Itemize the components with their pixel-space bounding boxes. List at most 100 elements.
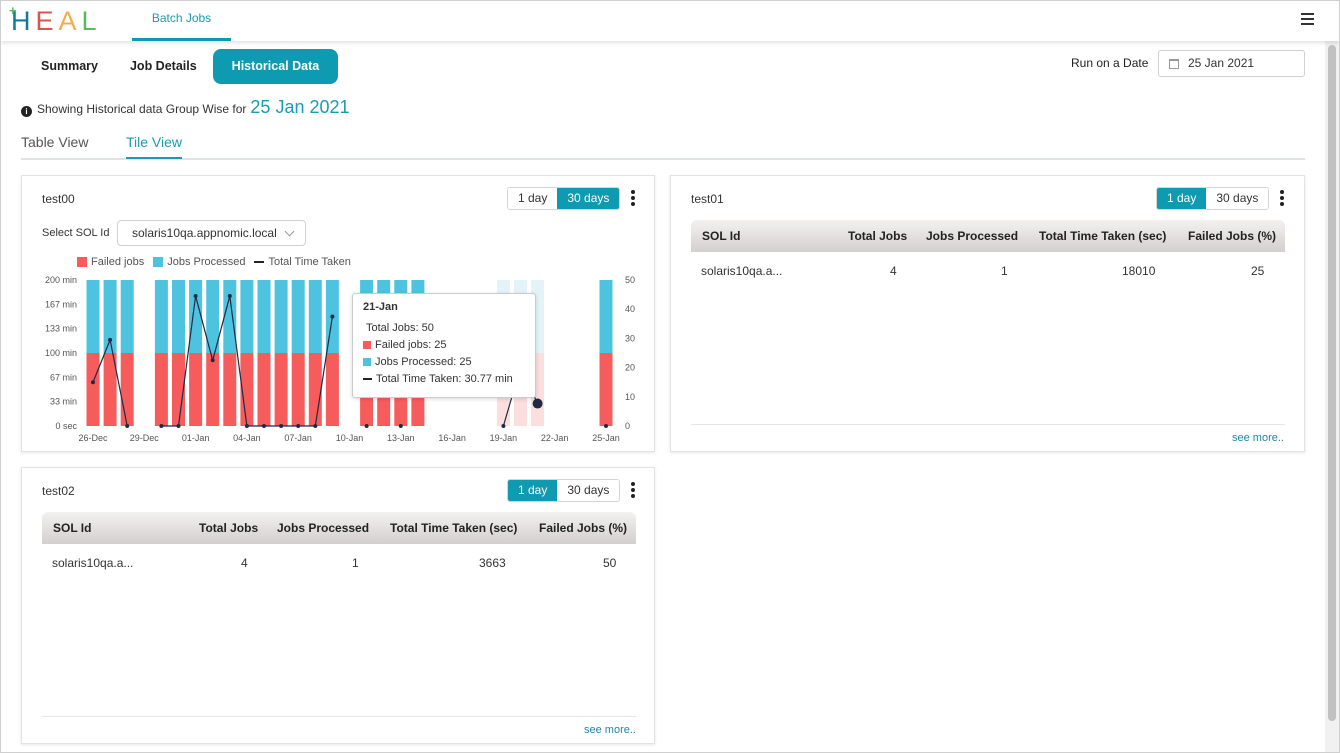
legend-failed-jobs[interactable]: Failed jobs	[77, 256, 144, 268]
tooltip-title: 21-Jan	[363, 301, 398, 313]
more-options-icon[interactable]	[631, 190, 635, 206]
x-tick-label: 25-Jan	[592, 433, 620, 443]
tooltip-time: Total Time Taken: 30.77 min	[363, 372, 525, 385]
time-point	[364, 424, 369, 428]
bar-jobs-processed	[308, 280, 322, 353]
chevron-down-icon	[284, 226, 295, 237]
sol-id-label: Select SOL Id	[42, 227, 110, 239]
bar-failed-jobs	[86, 353, 100, 426]
bar-jobs-processed	[257, 280, 271, 353]
cell-jobs-processed: 1	[352, 556, 359, 570]
col-sol-id[interactable]: SOL Id	[53, 521, 92, 535]
time-point	[91, 380, 95, 385]
time-line-segment	[229, 295, 248, 427]
col-total-time[interactable]: Total Time Taken (sec)	[1039, 229, 1167, 243]
see-more-link[interactable]: see more..	[1232, 432, 1284, 444]
run-date-input[interactable]: 25 Jan 2021	[1158, 50, 1305, 77]
range-30-days-button[interactable]: 30 days	[557, 480, 620, 501]
table-row[interactable]: solaris10qa.a... 4 1 18010 25	[691, 255, 1285, 287]
time-line-segment	[109, 339, 128, 427]
card-divider	[691, 424, 1285, 425]
time-point	[210, 358, 215, 363]
col-sol-id[interactable]: SOL Id	[702, 229, 741, 243]
nav-tab-batch-jobs[interactable]: Batch Jobs	[132, 1, 231, 41]
range-toggle: 1 day 30 days	[1156, 187, 1270, 210]
time-line-segment	[177, 295, 197, 427]
time-point	[296, 424, 301, 428]
bar-failed-jobs	[154, 353, 168, 426]
bar-jobs-processed	[240, 280, 254, 353]
tooltip-total: Total Jobs: 50	[366, 321, 434, 334]
run-on-date-label: Run on a Date	[1071, 56, 1149, 70]
y-left-tick-label: 67 min	[50, 372, 77, 382]
cell-total-jobs: 4	[890, 264, 897, 278]
tab-table-view[interactable]: Table View	[21, 134, 89, 150]
y-left-tick-label: 33 min	[50, 397, 77, 407]
historical-chart[interactable]: 0 sec 33 min 67 min 100 min 133 min 167 min 20…	[22, 271, 656, 451]
card-test02: test02 1 day 30 days SOL Id Total Jobs J…	[21, 467, 655, 744]
hamburger-menu-icon[interactable]	[1301, 13, 1314, 26]
time-line-segment	[212, 295, 231, 361]
col-failed-pct[interactable]: Failed Jobs (%)	[539, 521, 628, 535]
card-title: test00	[42, 192, 75, 206]
bar-failed-jobs	[206, 353, 220, 426]
x-tick-label: 22-Jan	[541, 433, 569, 443]
time-point	[125, 424, 130, 428]
time-point	[262, 424, 266, 428]
bar-jobs-processed	[103, 280, 117, 353]
range-1-day-button[interactable]: 1 day	[508, 480, 558, 501]
time-point	[501, 424, 506, 428]
time-point	[330, 314, 335, 319]
range-30-days-button[interactable]: 30 days	[557, 188, 620, 209]
x-tick-label: 10-Jan	[336, 433, 364, 443]
range-1-day-button[interactable]: 1 day	[508, 188, 558, 209]
bar-failed-jobs	[325, 353, 339, 426]
col-jobs-processed[interactable]: Jobs Processed	[277, 521, 370, 535]
calendar-icon	[1169, 59, 1179, 69]
scrollbar-thumb[interactable]	[1328, 45, 1336, 721]
info-date: 25 Jan 2021	[250, 97, 350, 117]
col-total-jobs[interactable]: Total Jobs	[848, 229, 908, 243]
tab-tile-view[interactable]: Tile View	[126, 134, 183, 159]
x-tick-label: 01-Jan	[182, 433, 210, 443]
sol-id-selected: solaris10qa.appnomic.local	[132, 226, 277, 240]
tab-job-details[interactable]: Job Details	[129, 59, 197, 73]
y-right-tick-label: 20	[625, 363, 635, 373]
view-tabs: Table View Tile View	[21, 129, 1305, 160]
cell-total-time: 18010	[1122, 264, 1156, 278]
bar-failed-jobs	[599, 353, 613, 426]
legend-jobs-processed[interactable]: Jobs Processed	[153, 256, 245, 268]
time-line-segment	[314, 316, 333, 427]
sol-id-select[interactable]: solaris10qa.appnomic.local	[117, 220, 306, 246]
col-total-jobs[interactable]: Total Jobs	[199, 521, 259, 535]
time-point	[159, 424, 164, 428]
time-point	[108, 337, 113, 342]
sub-tabs: Summary Job Details Historical Data	[25, 49, 339, 84]
time-point	[193, 294, 198, 299]
tooltip-processed: Jobs Processed: 25	[363, 355, 525, 368]
bar-jobs-processed	[206, 280, 220, 353]
col-total-time[interactable]: Total Time Taken (sec)	[390, 521, 518, 535]
info-icon: i	[21, 106, 32, 117]
more-options-icon[interactable]	[1280, 190, 1284, 206]
col-jobs-processed[interactable]: Jobs Processed	[926, 229, 1019, 243]
vertical-scrollbar[interactable]	[1325, 41, 1339, 752]
cell-sol-id: solaris10qa.a...	[52, 556, 134, 570]
tab-summary[interactable]: Summary	[41, 59, 98, 73]
see-more-link[interactable]: see more..	[584, 724, 636, 736]
table-row[interactable]: solaris10qa.a... 4 1 3663 50	[42, 547, 636, 579]
time-point	[313, 424, 318, 428]
range-1-day-button[interactable]: 1 day	[1157, 188, 1207, 209]
info-text: Showing Historical data Group Wise for	[37, 102, 247, 116]
range-30-days-button[interactable]: 30 days	[1206, 188, 1269, 209]
y-right-tick-label: 10	[625, 392, 635, 402]
bar-failed-jobs	[257, 353, 271, 426]
bar-failed-jobs	[223, 353, 237, 426]
col-failed-pct[interactable]: Failed Jobs (%)	[1188, 229, 1277, 243]
x-tick-label: 04-Jan	[233, 433, 261, 443]
more-options-icon[interactable]	[631, 482, 635, 498]
tab-historical-data[interactable]: Historical Data	[212, 49, 339, 84]
legend-total-time-taken[interactable]: Total Time Taken	[254, 256, 351, 268]
